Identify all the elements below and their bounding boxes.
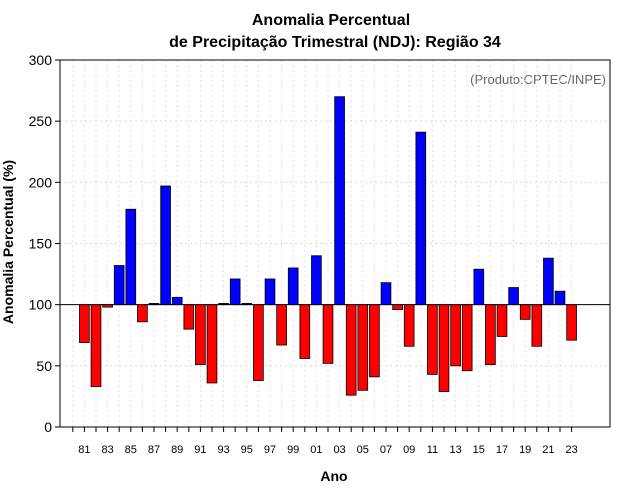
x-axis-ticks: 81 83 85 87 89 91 93 95 97 99 01 03 05 07 09 11 13 15 17 19… <box>72 427 578 456</box>
bar-22 <box>554 290 566 306</box>
x-tick-label-2: 85 <box>125 444 137 456</box>
y-tick-label-6: 300 <box>29 52 53 68</box>
x-tick-label-17: 15 <box>473 444 485 456</box>
x-tick-label-10: 01 <box>310 444 322 456</box>
bar-03 <box>334 96 345 306</box>
y-tick-label-3: 150 <box>29 236 53 252</box>
y-tick-label-0: 0 <box>44 419 52 435</box>
chart-title-line-1: Anomalia Percentual <box>252 12 410 29</box>
x-tick-label-20: 21 <box>542 444 554 456</box>
y-axis-label: Anomalia Percentual (%) <box>0 160 16 324</box>
credit-label: (Produto:CPTEC/INPE) <box>470 72 606 87</box>
bar-84 <box>113 265 125 306</box>
x-tick-label-7: 95 <box>241 444 253 456</box>
bar-96 <box>253 304 264 381</box>
bar-90 <box>183 304 195 330</box>
x-tick-label-21: 23 <box>565 444 577 456</box>
bar-23 <box>566 304 577 341</box>
bar-98 <box>276 304 287 346</box>
x-tick-label-0: 81 <box>78 444 90 456</box>
x-tick-label-3: 87 <box>148 444 160 456</box>
bar-15 <box>473 268 485 306</box>
x-tick-label-16: 13 <box>449 444 461 456</box>
bar-06 <box>369 304 380 378</box>
y-tick-label-2: 100 <box>29 297 53 313</box>
bar-05 <box>357 304 369 391</box>
bar-99 <box>287 267 299 306</box>
bar-97 <box>264 278 276 306</box>
x-tick-label-14: 09 <box>403 444 415 456</box>
bar-12 <box>438 304 450 392</box>
bar-16 <box>485 304 496 366</box>
bar-89 <box>171 296 183 306</box>
bar-11 <box>427 304 438 375</box>
x-axis-label: Ano <box>320 468 347 484</box>
y-tick-label-4: 200 <box>29 174 53 190</box>
x-tick-label-18: 17 <box>496 444 508 456</box>
bar-01 <box>311 255 322 306</box>
bar-04 <box>345 304 357 396</box>
x-tick-label-13: 07 <box>380 444 392 456</box>
bar-86 <box>137 304 148 323</box>
x-tick-label-5: 91 <box>194 444 206 456</box>
bar-14 <box>461 304 473 372</box>
bar-13 <box>450 304 461 367</box>
bars <box>79 96 577 396</box>
bar-00 <box>299 304 311 359</box>
bar-21 <box>543 257 554 306</box>
x-tick-label-1: 83 <box>101 444 113 456</box>
bar-92 <box>206 304 218 384</box>
chart-title-line-2: de Precipitação Trimestral (NDJ): Região… <box>169 34 501 51</box>
x-tick-label-12: 05 <box>357 444 369 456</box>
bar-94 <box>229 278 241 306</box>
bar-09 <box>403 304 415 347</box>
bar-07 <box>380 282 392 306</box>
x-tick-label-11: 03 <box>333 444 345 456</box>
y-axis-ticks: 0 50 100 150 200 250 300 <box>29 52 60 435</box>
x-tick-label-19: 19 <box>519 444 531 456</box>
bar-10 <box>415 131 427 306</box>
x-tick-label-6: 93 <box>217 444 229 456</box>
x-tick-label-15: 11 <box>427 444 438 456</box>
bar-18 <box>508 287 519 306</box>
x-tick-label-8: 97 <box>264 444 276 456</box>
x-tick-label-9: 99 <box>287 444 299 456</box>
y-tick-label-5: 250 <box>29 113 53 129</box>
bar-02 <box>322 304 334 364</box>
bar-81 <box>79 304 90 343</box>
bar-82 <box>90 304 102 388</box>
bar-19 <box>519 304 531 320</box>
bar-17 <box>496 304 508 337</box>
plot-frame <box>59 59 611 428</box>
bar-20 <box>531 304 543 347</box>
bar-91 <box>195 304 206 366</box>
bar-08 <box>392 304 403 310</box>
bar-88 <box>160 185 171 306</box>
y-tick-label-1: 50 <box>36 358 52 374</box>
x-tick-label-4: 89 <box>171 444 183 456</box>
bar-85 <box>125 208 137 306</box>
